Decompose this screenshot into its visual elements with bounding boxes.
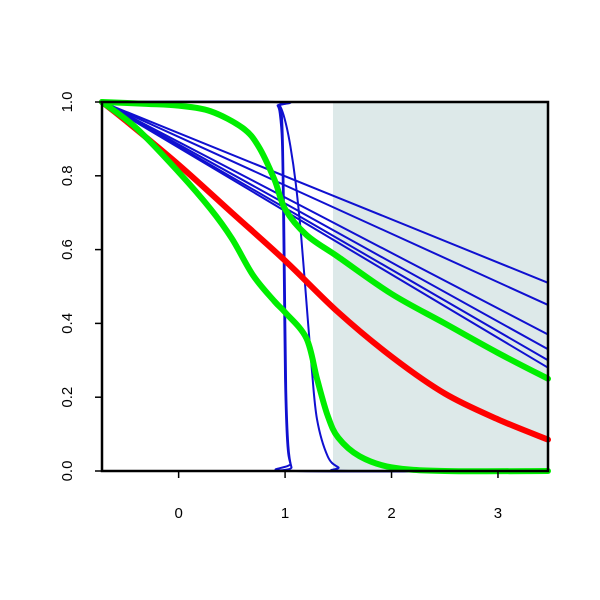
blue-series-line-1 xyxy=(101,101,549,306)
plot-frame xyxy=(100,100,550,473)
series-layer xyxy=(99,99,551,475)
green-series-line-10 xyxy=(99,99,551,382)
x-tick-label-2: 2 xyxy=(387,505,395,522)
y-tick-label-2: 0.4 xyxy=(59,313,76,334)
y-tick-label-1: 0.2 xyxy=(59,387,76,408)
x-tick-label-3: 3 xyxy=(494,505,502,522)
y-tick-label-0: 0.0 xyxy=(59,461,76,482)
y-tick-label-5: 1.0 xyxy=(59,92,76,113)
blue-series-line-2 xyxy=(101,101,549,336)
shaded-region xyxy=(332,102,548,471)
blue-series-line-5 xyxy=(101,101,549,369)
blue-series-line-0 xyxy=(101,101,549,284)
axes-layer: 0 1 2 3 0.0 0.2 0.4 0.6 0.8 1.0 xyxy=(59,92,550,522)
y-tick-label-3: 0.6 xyxy=(59,239,76,260)
x-tick-label-0: 0 xyxy=(174,505,182,522)
green-series-line-11 xyxy=(99,99,551,475)
x-tick-label-1: 1 xyxy=(281,505,289,522)
y-tick-label-4: 0.8 xyxy=(59,165,76,186)
